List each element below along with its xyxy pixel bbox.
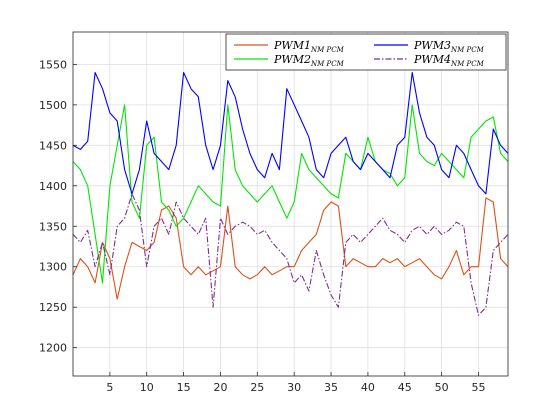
y-tick-label: 1550 <box>39 58 67 71</box>
x-tick-label: 30 <box>287 381 301 394</box>
x-tick-label: 20 <box>213 381 227 394</box>
y-tick-label: 1500 <box>39 99 67 112</box>
x-tick-label: 5 <box>106 381 113 394</box>
x-tick-label: 55 <box>472 381 486 394</box>
legend-series-name: PWM4 <box>413 53 451 66</box>
plot-background <box>73 32 508 376</box>
legend-label: PWM4NM PCM <box>413 53 485 68</box>
legend-label: PWM2NM PCM <box>273 53 345 68</box>
series-group <box>72 71 509 316</box>
y-tick-label: 1250 <box>39 301 67 314</box>
x-tick-label: 45 <box>398 381 412 394</box>
legend-series-subscript: NM PCM <box>450 60 485 68</box>
series-line-pwm2 <box>72 104 509 284</box>
x-tick-label: 50 <box>435 381 449 394</box>
axis-ticks: 5 10 15 20 25 30 35 40 45 50 55 1200 1250 1300 1350 140… <box>39 58 486 394</box>
legend-box <box>225 33 507 71</box>
legend-series-subscript: NM PCM <box>450 46 485 54</box>
legend-label: PWM1NM PCM <box>273 39 345 54</box>
y-tick-label: 1400 <box>39 180 67 193</box>
series-line-pwm3 <box>72 71 509 195</box>
legend-series-subscript: NM PCM <box>310 60 345 68</box>
x-tick-label: 40 <box>361 381 375 394</box>
y-tick-label: 1350 <box>39 220 67 233</box>
x-tick-label: 25 <box>250 381 264 394</box>
legend-series-name: PWM2 <box>273 53 311 66</box>
x-tick-label: 10 <box>140 381 154 394</box>
y-tick-label: 1300 <box>39 261 67 274</box>
legend-series-subscript: NM PCM <box>310 46 345 54</box>
legend-label: PWM3NM PCM <box>413 39 485 54</box>
series-line-pwm1 <box>72 197 509 300</box>
y-tick-label: 1450 <box>39 139 67 152</box>
plot-frame <box>72 31 509 377</box>
y-tick-label: 1200 <box>39 342 67 355</box>
legend-series-name: PWM3 <box>413 39 451 52</box>
legend-series-name: PWM1 <box>273 39 311 52</box>
x-tick-label: 35 <box>324 381 338 394</box>
x-tick-label: 15 <box>177 381 191 394</box>
